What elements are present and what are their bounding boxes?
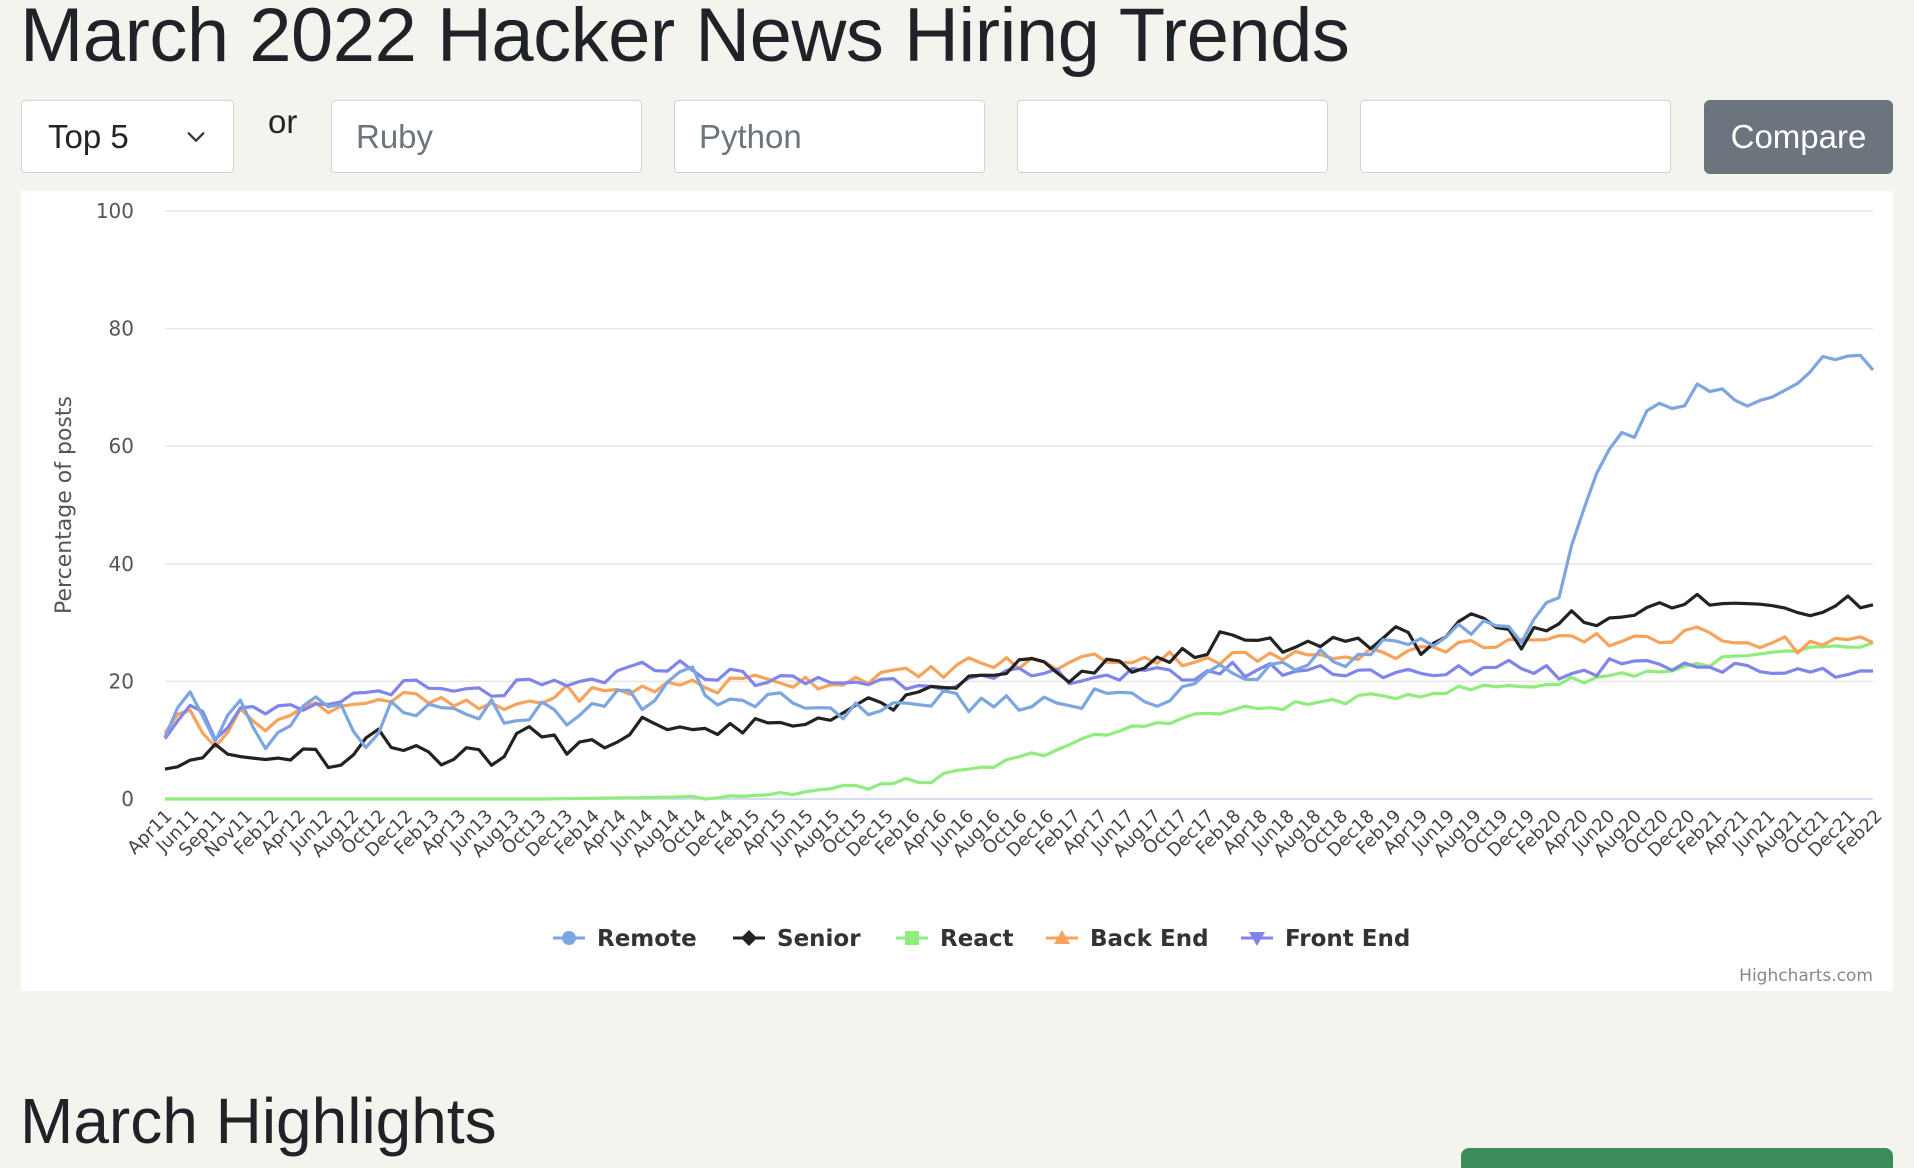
highcharts-credit[interactable]: Highcharts.com (1739, 966, 1873, 986)
legend-label: Remote (597, 926, 697, 952)
legend-label: React (940, 926, 1013, 952)
trends-chart: 0 20 40 60 80 100 Percentage of posts Apr11 Jun1… (21, 191, 1893, 991)
keyword-input-1[interactable] (331, 100, 642, 173)
compare-button[interactable]: Compare (1704, 100, 1893, 174)
keyword-input-2[interactable] (674, 100, 985, 173)
top-n-select[interactable]: Top 5 (21, 100, 234, 173)
series-line-senior[interactable] (164, 592, 1874, 771)
legend-label: Front End (1285, 926, 1410, 952)
highlight-card-top (1461, 1148, 1893, 1168)
series-line-back-end[interactable] (163, 625, 1874, 749)
y-tick-label: 0 (121, 787, 134, 811)
legend-label: Back End (1090, 926, 1209, 952)
series-line-front-end[interactable] (163, 657, 1874, 741)
legend-label: Senior (777, 926, 861, 952)
legend-item-front-end[interactable]: Front End (1241, 926, 1410, 952)
series-line-remote[interactable] (163, 353, 1875, 751)
y-tick-label: 20 (109, 669, 134, 693)
legend-item-back-end[interactable]: Back End (1046, 926, 1209, 952)
or-label: or (268, 103, 298, 140)
chevron-down-icon (187, 131, 205, 142)
keyword-input-3[interactable] (1017, 100, 1328, 173)
legend-item-senior[interactable]: Senior (733, 926, 861, 952)
legend-item-remote[interactable]: Remote (553, 926, 697, 952)
compare-controls: Top 5 or Compare (0, 0, 1914, 180)
y-tick-label: 40 (109, 552, 134, 576)
legend-item-react[interactable]: React (896, 926, 1013, 952)
y-tick-label: 80 (109, 317, 134, 341)
y-tick-label: 60 (109, 434, 134, 458)
y-tick-label: 100 (96, 199, 134, 223)
page-title: March 2022 Hacker News Hiring Trends (20, 0, 1350, 78)
keyword-input-4[interactable] (1360, 100, 1671, 173)
y-axis-title: Percentage of posts (52, 396, 77, 614)
top-n-select-value: Top 5 (48, 117, 129, 155)
highlights-title: March Highlights (20, 1085, 497, 1157)
series-line-react[interactable] (165, 641, 1874, 801)
